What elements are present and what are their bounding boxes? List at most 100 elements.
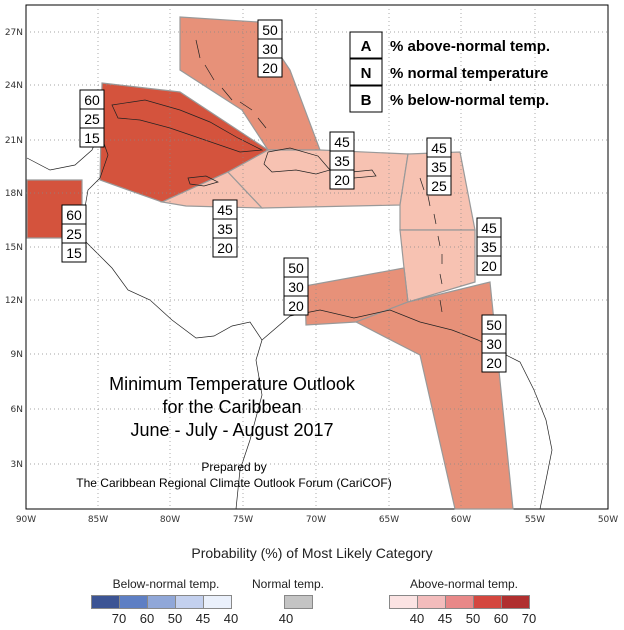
legend-title: Probability (%) of Most Likely Category: [191, 545, 433, 561]
prob-value: 50: [486, 317, 502, 333]
coastline-bahamas: [195, 39, 267, 129]
legend-swatch: [147, 595, 176, 609]
lat-tick-label: 12N: [5, 296, 23, 306]
key-letter-b: B: [349, 85, 383, 113]
prob-value: 35: [431, 159, 447, 175]
legend-swatch: [91, 595, 120, 609]
prob-value: 30: [262, 41, 278, 57]
prob-value: 50: [288, 260, 304, 276]
legend-normal: Normal temp. 40: [252, 577, 324, 626]
coastline-south-america: [261, 309, 553, 510]
lon-tick-label: 65W: [379, 515, 399, 525]
prob-value: 20: [334, 172, 350, 188]
legend-below-label: Below-normal temp.: [112, 577, 220, 591]
lat-tick-label: 15N: [5, 243, 23, 253]
prob-value: 15: [66, 245, 82, 261]
prob-value: 20: [481, 258, 497, 274]
key-text-below: % below-normal temp.: [390, 92, 549, 109]
coastline-cuba: [111, 99, 264, 153]
legend-tick-label: 70: [521, 611, 537, 626]
lat-tick-label: 27N: [5, 28, 23, 38]
legend-tick-label: 50: [167, 611, 183, 626]
prob-value: 45: [334, 134, 350, 150]
key-letter-n: N: [349, 58, 383, 86]
legend-below-normal: Below-normal temp. 70 60 50 45 40: [91, 577, 241, 626]
legend-tick-label: 70: [111, 611, 127, 626]
lat-tick-label: 24N: [5, 81, 23, 91]
prob-box-1: 50 30 20: [257, 19, 283, 78]
lon-tick-label: 75W: [233, 515, 253, 525]
lon-tick-label: 85W: [88, 515, 108, 525]
credit-line1: Prepared by: [201, 460, 266, 474]
prob-value: 60: [66, 207, 82, 223]
map-title-line2: for the Caribbean: [162, 397, 301, 417]
credit-line2: The Caribbean Regional Climate Outlook F…: [76, 476, 391, 490]
key-text-normal: % normal temperature: [390, 65, 548, 82]
legend-swatch: [119, 595, 148, 609]
legend-tick-label: 45: [195, 611, 211, 626]
prob-box-7: 45 35 20: [476, 217, 502, 276]
prob-value: 15: [84, 130, 100, 146]
legend-swatch: [284, 595, 314, 609]
region-hispaniola-pr: [227, 149, 409, 209]
legend-swatch: [473, 595, 502, 609]
lat-tick-label: 9N: [11, 350, 23, 360]
legend-swatch: [445, 595, 474, 609]
coastline-jamaica: [187, 175, 219, 187]
lat-tick-label: 18N: [5, 189, 23, 199]
prob-value: 35: [334, 153, 350, 169]
prob-value: 25: [66, 226, 82, 242]
grid-lines: [26, 5, 608, 509]
lon-tick-label: 50W: [598, 515, 618, 525]
prob-box-6: 45 35 25: [426, 137, 452, 196]
region-windwards: [399, 229, 476, 303]
legend-swatch: [203, 595, 232, 609]
legend-tick-label: 60: [139, 611, 155, 626]
region-guianas: [354, 281, 514, 510]
lat-tick-label: 6N: [11, 405, 23, 415]
category-key: A % above-normal temp. N % normal temper…: [349, 31, 550, 113]
lon-tick-label: 90W: [16, 515, 36, 525]
prob-value: 45: [431, 140, 447, 156]
prob-value: 20: [262, 60, 278, 76]
key-letter-a: A: [349, 31, 383, 59]
lat-tick-label: 21N: [5, 136, 23, 146]
legend-tick-label: 50: [465, 611, 481, 626]
legend-normal-label: Normal temp.: [252, 577, 325, 591]
lat-tick-label: 3N: [11, 460, 23, 470]
prob-box-3: 60 25 15: [61, 204, 87, 263]
legend-above-normal: Above-normal temp. 40 45 50 60 70: [389, 577, 539, 626]
legend-tick-label: 40: [409, 611, 425, 626]
prob-value: 35: [481, 239, 497, 255]
probability-boxes: 50 30 20 60 25 15 60 25 15 45 35 20 45 35 20 45 35 25 45 35…: [61, 19, 507, 373]
prob-value: 45: [481, 220, 497, 236]
svg-text:B: B: [361, 92, 372, 109]
prob-value: 60: [84, 92, 100, 108]
legend-tick-label: 40: [278, 611, 294, 626]
prob-value: 25: [431, 178, 447, 194]
prob-box-2: 60 25 15: [79, 89, 105, 148]
map-title-line3: June - July - August 2017: [130, 420, 333, 440]
prob-value: 30: [486, 336, 502, 352]
lon-tick-label: 70W: [306, 515, 326, 525]
map-title-line1: Minimum Temperature Outlook: [109, 374, 356, 394]
legend-swatch: [501, 595, 530, 609]
prob-value: 35: [217, 221, 233, 237]
prob-value: 20: [217, 240, 233, 256]
legend-swatch: [175, 595, 204, 609]
legend-tick-label: 60: [493, 611, 509, 626]
legend-swatch: [389, 595, 418, 609]
prob-value: 30: [288, 279, 304, 295]
prob-value: 20: [486, 355, 502, 371]
prob-box-4: 45 35 20: [329, 131, 355, 190]
coastline-lesser-antilles: [419, 177, 443, 313]
legend-tick-label: 40: [223, 611, 239, 626]
lon-tick-label: 60W: [451, 515, 471, 525]
legend-tick-label: 45: [437, 611, 453, 626]
prob-box-9: 50 30 20: [481, 314, 507, 373]
prob-value: 20: [288, 298, 304, 314]
lon-tick-label: 55W: [525, 515, 545, 525]
lon-tick-label: 80W: [160, 515, 180, 525]
